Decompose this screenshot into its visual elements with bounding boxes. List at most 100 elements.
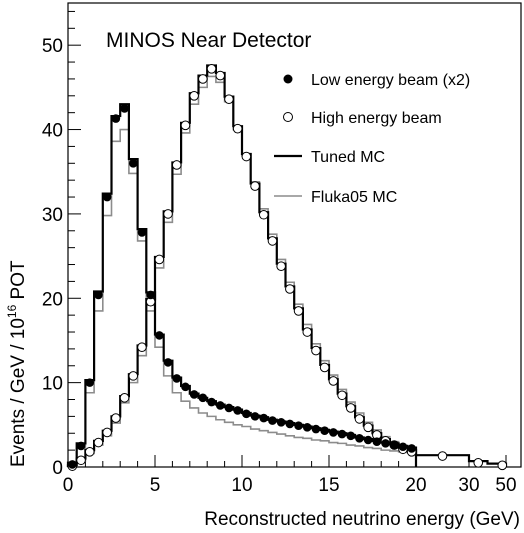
low-energy-point [285,419,295,429]
high-energy-point [171,160,182,170]
high-energy-point [497,460,508,471]
fluka05-mc-low-energy-curve [67,128,417,467]
low-energy-point [294,421,303,430]
low-energy-point [172,374,182,383]
low-energy-point [372,437,382,446]
low-energy-point [102,192,112,202]
low-energy-point [189,390,199,399]
low-energy-point [337,429,347,439]
low-energy-point [398,442,408,452]
high-energy-point [250,181,260,191]
x-tick-label: 30 [458,475,479,496]
low-energy-point [346,431,356,441]
x-tick-label: 5 [150,475,161,496]
low-energy-point [120,104,129,113]
high-energy-point [198,74,208,84]
high-energy-point [276,261,286,272]
x-tick-label: 15 [318,475,339,496]
high-energy-point [128,371,139,381]
low-energy-point [389,440,399,450]
x-tick-label: 0 [63,475,74,496]
y-tick-label: 0 [52,458,63,479]
high-energy-point [267,236,278,246]
high-energy-point [180,120,191,131]
high-energy-point [328,376,339,386]
low-energy-point [363,435,373,445]
x-tick-label: 10 [231,475,252,496]
high-energy-point [241,151,252,162]
high-energy-point [473,457,484,468]
high-energy-point [363,422,373,433]
high-energy-point [302,327,313,337]
low-energy-point [181,382,190,392]
low-energy-point [85,378,95,387]
x-tick-label: 20 [405,475,426,496]
low-energy-point [146,290,155,300]
low-energy-point [224,403,234,413]
high-energy-point [119,393,130,403]
low-energy-point [111,114,121,123]
low-energy-point [381,439,390,448]
low-energy-point [155,331,164,340]
high-energy-point [111,413,121,423]
legend-label-fluka05-mc: Fluka05 MC [311,189,397,206]
high-energy-point [319,362,330,373]
data-points [67,64,508,471]
low-energy-point [259,413,269,423]
high-energy-point [102,427,112,438]
high-energy-point [311,345,321,356]
low-energy-point [250,412,260,421]
low-energy-point [94,290,103,300]
low-energy-point [268,416,277,425]
low-energy-point [320,426,329,436]
legend-label-low-energy: Low energy beam (x2) [311,72,470,89]
high-energy-point [345,403,356,413]
legend-label-high-energy: High energy beam [311,110,442,127]
low-energy-point [407,444,416,453]
legend-marker-high-energy [283,112,293,122]
high-energy-point [258,209,269,220]
high-energy-point [337,390,347,401]
low-energy-point [311,424,321,434]
legend: Low energy beam (x2) High energy beam Tu… [274,72,470,206]
x-tick-label: 50 [495,475,516,496]
y-tick-label: 40 [42,121,63,142]
chart-annotation: MINOS Near Detector [106,29,311,52]
low-energy-point [329,428,338,437]
high-energy-point [293,306,304,316]
y-tick-label: 20 [42,289,63,310]
low-energy-point [198,393,208,403]
y-axis-label: Events / GeV / 1016 POT [5,260,29,467]
high-energy-point [437,451,448,461]
low-energy-point [276,417,286,427]
high-energy-point [189,91,199,101]
legend-label-tuned-mc: Tuned MC [311,149,385,166]
low-energy-point [68,460,77,469]
high-energy-point [215,70,226,81]
x-axis-label: Reconstructed neutrino energy (GeV) [204,509,520,530]
low-energy-point [163,358,173,367]
y-tick-label: 30 [42,205,63,226]
high-energy-point [224,94,234,104]
low-energy-point [302,423,312,432]
high-energy-point [84,447,95,457]
high-energy-point [206,64,217,74]
high-energy-point [76,455,86,466]
high-energy-point [93,437,104,448]
legend-marker-low-energy [283,74,293,84]
high-energy-point [285,284,295,294]
y-axis-label-exponent: 16 [5,304,19,318]
low-energy-point [137,228,147,237]
low-energy-point [207,397,216,407]
high-energy-point [354,414,365,424]
low-energy-point [233,406,242,415]
y-axis-label-suffix: POT [8,260,29,305]
low-energy-point [242,409,251,419]
high-energy-point [154,254,165,265]
y-tick-label: 50 [42,36,63,57]
low-energy-point [76,441,86,451]
high-energy-point [232,123,243,134]
low-energy-point [128,158,138,168]
y-tick-label: 10 [42,374,63,395]
